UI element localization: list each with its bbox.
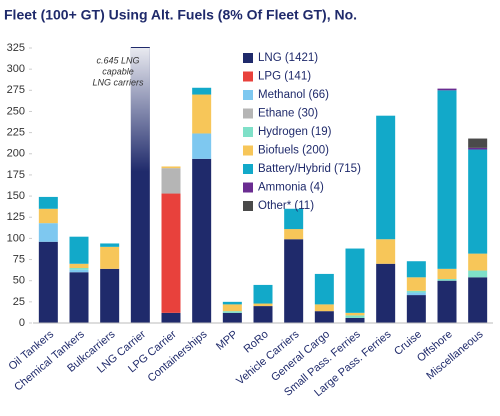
bar-segment [100,268,120,323]
y-tick-label: 0 [19,317,25,329]
bar-segment [314,304,334,312]
bar-segment [468,147,488,150]
bar-segment [406,295,426,323]
legend-swatch [243,108,253,119]
bar-segment [468,138,488,148]
bar-segment [376,239,396,264]
bar-segment [376,115,396,240]
bar-segment [222,304,242,312]
y-tick-label: 75 [13,253,25,265]
legend-label: Hydrogen (19) [258,126,332,138]
bar-segment [192,94,212,134]
bar-segment [38,208,58,224]
bar-segment [406,261,426,278]
bar-segment [345,312,365,316]
bar-segment [468,253,488,271]
y-tick-label: 250 [7,105,25,117]
bar-segment [314,311,334,323]
legend-label: Battery/Hybrid (715) [258,163,361,175]
legend-label: Ammonia (4) [258,182,324,194]
bar-segment [284,208,304,230]
bar-segment [253,284,273,304]
y-tick-label: 50 [13,275,25,287]
legend-swatch [243,182,253,193]
bar-segment [437,88,457,91]
bar-segment [192,133,212,159]
bar-segment [437,279,457,281]
bar-segment [376,263,396,323]
legend-swatch [243,145,253,156]
annotation: c.645 LNG [96,55,139,65]
bar-segment [345,317,365,323]
bar-segment [222,311,242,313]
legend-label: Ethane (30) [258,108,318,120]
y-tick-label: 125 [7,211,25,223]
annotation: LNG carriers [92,77,144,87]
y-tick-label: 150 [7,190,25,202]
bar-segment [345,248,365,313]
bar-segment [222,312,242,323]
bar-segment [437,90,457,269]
bar-segment [192,87,212,95]
bar-segment [161,193,181,313]
bar-segment [437,268,457,279]
legend-label: Other* (11) [258,200,314,212]
legend-swatch [243,90,253,100]
y-tick-label: 300 [7,63,25,75]
bar-segment [253,306,273,323]
bar-segment [69,268,89,270]
bar-segment [161,166,181,169]
bar-segment [100,243,120,247]
annotation: capable [102,66,134,76]
y-tick-label: 325 [7,42,25,54]
bar-segment [38,241,58,323]
legend-swatch [243,164,253,174]
bar-segment [38,223,58,242]
y-tick-label: 175 [7,169,25,181]
bar-segment [468,277,488,323]
legend-label: LNG (1421) [258,52,318,64]
bar-segment [161,168,181,194]
bar-segment [161,312,181,323]
bar-segment [437,280,457,323]
bar-segment [468,270,488,278]
chart-title: Fleet (100+ GT) Using Alt. Fuels (8% Of … [4,7,357,23]
bars [38,47,488,323]
bar-segment [100,246,120,269]
bar-segment [406,292,426,296]
legend-swatch [243,71,253,82]
bar-segment [468,149,488,254]
legend-swatch [243,127,253,137]
bar-segment [222,301,242,305]
bar-segment [69,272,89,323]
legend-swatch [243,201,253,211]
y-tick-label: 275 [7,84,25,96]
bar-segment [314,273,334,305]
legend-label: Methanol (66) [258,89,329,101]
y-tick-label: 25 [13,296,25,308]
bar-segment [253,303,273,307]
overflow-fade [130,48,150,172]
bar-segment [69,236,89,264]
y-tick-label: 225 [7,127,25,139]
bar-segment [69,263,89,268]
bar-segment [38,196,58,209]
bar-segment [284,239,304,323]
bar-segment [69,269,89,273]
bar-segment [345,315,365,318]
bar-segment [284,229,304,240]
bar-segment [406,290,426,293]
bar-segment [406,277,426,291]
legend-label: Biofuels (200) [258,145,329,157]
bar-segment [192,158,212,323]
y-tick-label: 100 [7,232,25,244]
y-tick-label: 200 [7,148,25,160]
legend-swatch [243,53,253,63]
legend-label: LPG (141) [258,71,311,83]
x-tick-label: MPP [214,328,240,353]
